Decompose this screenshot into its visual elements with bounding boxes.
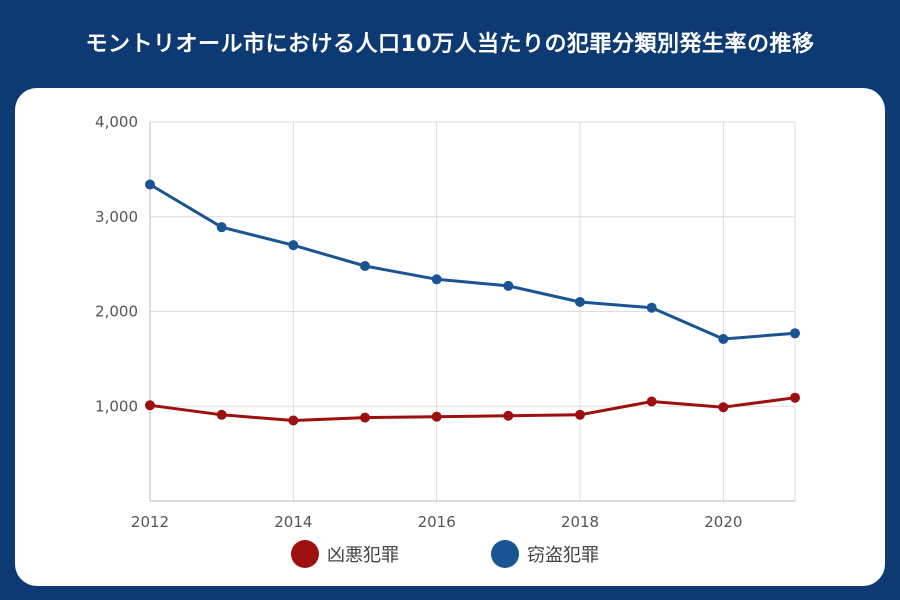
series-1-point — [646, 396, 657, 407]
y-tick-label: 1,000 — [95, 397, 138, 415]
series-1-point — [360, 412, 370, 423]
y-tick-label: 4,000 — [95, 113, 138, 131]
series-1-point — [145, 400, 155, 411]
series-2-point — [431, 274, 442, 285]
series-1-point — [718, 402, 729, 413]
y-tick-label: 2,000 — [95, 303, 138, 321]
series-1-point — [575, 409, 585, 420]
x-tick-label: 2014 — [274, 513, 312, 531]
series-2-point — [503, 280, 514, 291]
legend-marker-2 — [491, 540, 519, 568]
series-1-point — [503, 410, 514, 421]
legend-marker-1 — [291, 540, 319, 568]
series-1-point — [288, 415, 299, 426]
series-1-point — [216, 409, 227, 420]
y-tick-label: 3,000 — [95, 208, 138, 226]
series-2-point — [718, 333, 729, 344]
series-2-point — [575, 297, 585, 308]
series-2-point — [288, 240, 299, 251]
x-tick-label: 2018 — [561, 513, 599, 531]
page-title: モントリオール市における人口10万人当たりの犯罪分類別発生率の推移 — [85, 32, 815, 57]
series-2-point — [145, 179, 155, 190]
series-1-point — [790, 392, 800, 403]
x-tick-label: 2016 — [418, 513, 456, 531]
legend-label-1: 凶悪犯罪 — [327, 545, 399, 566]
chart-card: 1,000 2,000 3,000 4,000 2012 2014 2016 2018 2020… — [15, 88, 885, 586]
legend-label-2: 窃盗犯罪 — [527, 545, 599, 566]
series-2-point — [216, 222, 227, 233]
series-2-point — [646, 302, 657, 313]
series-2-point — [360, 261, 370, 272]
series-line-1 — [149, 396, 796, 422]
series-line-2 — [149, 183, 796, 341]
line-chart: 1,000 2,000 3,000 4,000 2012 2014 2016 2018 2020… — [95, 113, 800, 568]
series-1-point — [431, 411, 442, 422]
x-tick-label: 2020 — [704, 513, 742, 531]
series-2-point — [790, 328, 800, 339]
x-tick-label: 2012 — [131, 513, 169, 531]
